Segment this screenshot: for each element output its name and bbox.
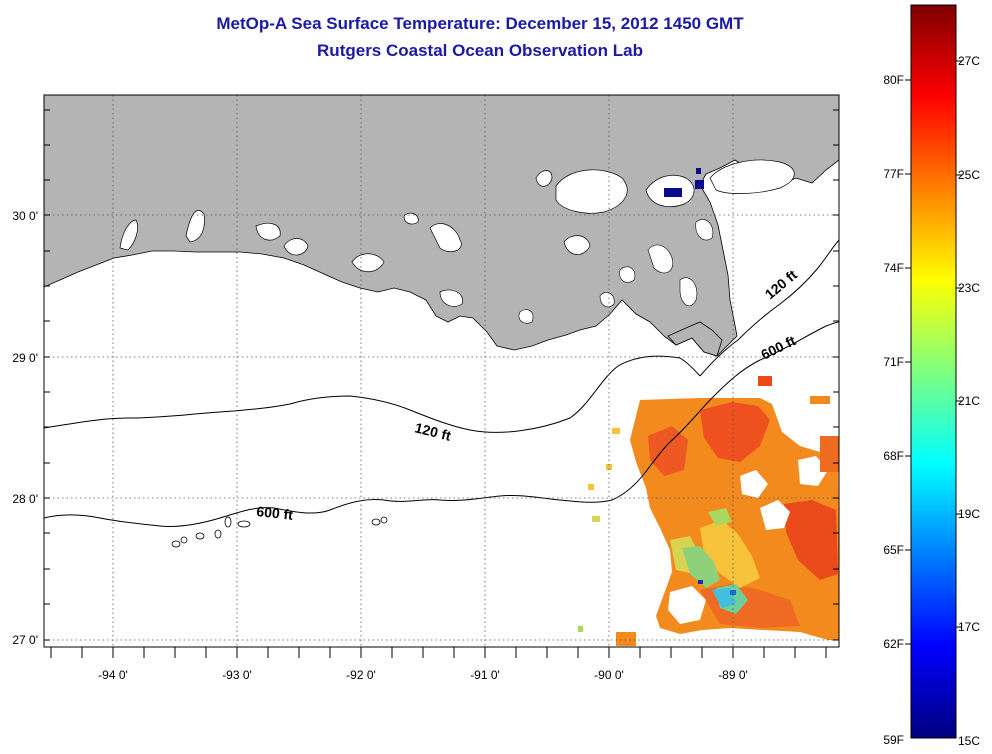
colorbar-label-fahrenheit: 65F	[883, 543, 904, 557]
contour-120ft-east	[699, 239, 839, 377]
longitude-label: -92 0'	[346, 668, 376, 682]
colorbar-label-celsius: 17C	[958, 620, 981, 634]
colorbar-label-celsius: 15C	[958, 734, 981, 748]
sst-patch-small	[698, 580, 703, 584]
contour-120ft-west	[44, 355, 701, 433]
longitude-label: -90 0'	[594, 668, 624, 682]
colorbar-label-fahrenheit: 59F	[883, 733, 904, 747]
contour-islands	[171, 516, 388, 548]
sst-patch-green-3	[708, 508, 732, 526]
sst-data	[578, 376, 839, 646]
sst-patch-small	[578, 626, 583, 632]
contour-600ft-west	[44, 473, 645, 527]
contour-label-600ft-west: 600 ft	[256, 503, 294, 523]
colorbar	[910, 4, 957, 739]
longitude-label: -91 0'	[470, 668, 500, 682]
map-subtitle: Rutgers Coastal Ocean Observation Lab	[317, 41, 643, 60]
sst-patch-red-3	[648, 426, 688, 476]
lake-east	[555, 169, 628, 214]
marsh-3	[619, 266, 636, 283]
inland-water-patch	[696, 168, 701, 174]
lake-small	[535, 170, 553, 187]
graticule	[44, 95, 839, 647]
delta-marsh	[679, 277, 698, 307]
colorbar-label-celsius: 19C	[958, 507, 981, 521]
sst-patch-small	[612, 428, 620, 434]
sst-patch-small	[730, 590, 736, 595]
colorbar-label-fahrenheit: 62F	[883, 637, 904, 651]
sst-hole	[668, 586, 706, 624]
longitude-label: -89 0'	[718, 668, 748, 682]
longitude-label: -93 0'	[222, 668, 252, 682]
inland-water-patch	[695, 180, 704, 189]
latitude-label: 30 0'	[12, 209, 38, 223]
sst-patch-far-right	[820, 436, 839, 472]
lake-sabine	[185, 210, 205, 243]
axis-ticks	[44, 109, 839, 658]
colorbar-ticks	[905, 60, 962, 645]
sst-patch-yellow	[700, 520, 760, 588]
marsh-2	[518, 309, 534, 324]
map-frame	[43, 94, 840, 648]
sst-patch-red-2	[784, 500, 838, 580]
marsh-1	[599, 292, 615, 308]
colorbar-label-fahrenheit: 74F	[883, 261, 904, 275]
latitude-label: 28 0'	[12, 492, 38, 506]
delta-lobe	[667, 321, 723, 357]
sst-patch-small	[592, 516, 600, 522]
lake-west-2	[403, 212, 419, 225]
lake-pontchartrain-marsh	[695, 219, 714, 241]
colorbar-label-fahrenheit: 68F	[883, 449, 904, 463]
sst-patch-top	[758, 376, 772, 386]
lake-borgne-marsh	[647, 244, 674, 274]
bay-2	[709, 159, 795, 194]
lake-west	[119, 219, 138, 251]
colorbar-label-celsius: 25C	[958, 168, 981, 182]
colorbar-label-fahrenheit: 77F	[883, 167, 904, 181]
lake-salvador	[439, 289, 464, 307]
latitude-label: 27 0'	[12, 633, 38, 647]
lake-atchafalaya	[429, 223, 462, 252]
inland-water-patch	[664, 188, 682, 197]
colorbar-label-celsius: 23C	[958, 281, 981, 295]
colorbar-label-fahrenheit: 80F	[883, 73, 904, 87]
map-title: MetOp-A Sea Surface Temperature: Decembe…	[216, 14, 744, 33]
sst-patch-green	[682, 546, 720, 588]
lake-verret	[563, 235, 591, 255]
sst-patch-top-2	[810, 396, 830, 404]
sst-patch-red	[700, 402, 770, 462]
contour-600ft-east	[643, 321, 839, 475]
colorbar-label-celsius: 27C	[958, 54, 981, 68]
lake-grand	[351, 253, 385, 273]
lake-calcasieu	[255, 222, 281, 241]
sst-hole-2	[760, 500, 790, 530]
colorbar-label-celsius: 21C	[958, 394, 981, 408]
sst-patch-small	[606, 464, 612, 470]
sst-hole-3	[740, 470, 768, 498]
longitude-label: -94 0'	[98, 668, 128, 682]
sst-patch-bottom	[616, 632, 636, 646]
colorbar-label-fahrenheit: 71F	[883, 355, 904, 369]
lake-white	[283, 238, 309, 256]
latitude-label: 29 0'	[12, 351, 38, 365]
sst-patch-small	[588, 484, 594, 490]
